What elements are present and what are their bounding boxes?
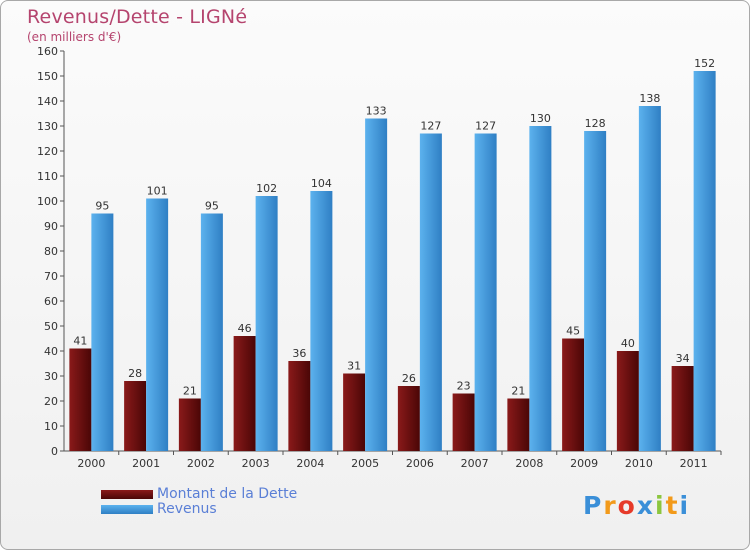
y-tick-label: 160	[37, 45, 58, 58]
revenue-bar	[310, 191, 333, 451]
x-tick-label: 2009	[570, 457, 598, 470]
debt-bar	[507, 398, 530, 451]
revenue-bar	[365, 118, 388, 451]
revenue-value-label: 104	[311, 177, 332, 190]
logo-letter: o	[617, 491, 637, 520]
debt-bar	[343, 373, 366, 451]
debt-value-label: 21	[183, 385, 197, 398]
revenue-value-label: 95	[205, 200, 219, 213]
revenue-bar	[200, 213, 223, 451]
y-tick-label: 70	[44, 270, 58, 283]
legend-swatch-debt	[101, 490, 153, 499]
x-tick-label: 2007	[461, 457, 489, 470]
y-tick-label: 130	[37, 120, 58, 133]
revenue-bar	[474, 133, 497, 451]
y-tick-label: 140	[37, 95, 58, 108]
chart-axes: 0 10 20 30 40 50 60 70 80 90 100 110 120 130 140 150 160…	[37, 45, 722, 470]
y-tick-label: 90	[44, 220, 58, 233]
debt-value-label: 21	[511, 385, 525, 398]
y-tick-label: 20	[44, 395, 58, 408]
debt-value-label: 40	[621, 337, 635, 350]
logo-letter: i	[655, 491, 666, 520]
debt-value-label: 23	[457, 380, 471, 393]
y-tick-label: 30	[44, 370, 58, 383]
debt-bar	[178, 398, 201, 451]
proxiti-logo: Proxiti	[583, 491, 690, 520]
debt-value-label: 31	[347, 360, 361, 373]
y-tick-label: 40	[44, 345, 58, 358]
y-tick-label: 60	[44, 295, 58, 308]
debt-bar	[288, 361, 311, 451]
debt-value-label: 41	[73, 335, 87, 348]
revenue-bar	[693, 71, 716, 451]
legend-label-revenue: Revenus	[157, 501, 217, 517]
revenue-value-label: 127	[475, 120, 496, 133]
debt-bar	[671, 366, 694, 451]
legend-swatch-revenue	[101, 505, 153, 514]
y-tick-label: 50	[44, 320, 58, 333]
chart-title: Revenus/Dette - LIGNé	[27, 6, 248, 28]
debt-bar	[69, 348, 92, 451]
debt-value-label: 46	[238, 322, 252, 335]
revenue-value-label: 127	[420, 120, 441, 133]
y-tick-label: 0	[51, 445, 58, 458]
logo-letter: i	[679, 491, 691, 520]
logo-letter: x	[636, 491, 655, 520]
debt-value-label: 26	[402, 372, 416, 385]
revenue-bar	[419, 133, 442, 451]
revenue-value-label: 130	[530, 112, 551, 125]
debt-bar	[562, 338, 585, 451]
logo-letter: P	[583, 491, 604, 520]
revenue-bar	[146, 198, 169, 451]
revenue-value-label: 95	[95, 200, 109, 213]
x-tick-label: 2008	[515, 457, 543, 470]
revenue-bar	[91, 213, 114, 451]
debt-value-label: 36	[292, 347, 306, 360]
revenue-value-label: 101	[147, 185, 168, 198]
debt-value-label: 34	[676, 352, 690, 365]
revenue-bar	[255, 196, 278, 451]
x-tick-label: 2010	[625, 457, 653, 470]
revenue-bar	[638, 106, 661, 451]
x-tick-label: 2001	[132, 457, 160, 470]
x-tick-label: 2011	[680, 457, 708, 470]
y-tick-label: 120	[37, 145, 58, 158]
logo-letter: r	[603, 491, 618, 520]
y-tick-label: 100	[37, 195, 58, 208]
debt-bar	[452, 393, 475, 451]
x-tick-label: 2002	[187, 457, 215, 470]
x-tick-label: 2003	[242, 457, 270, 470]
debt-bar	[124, 381, 147, 451]
revenue-value-label: 128	[585, 117, 606, 130]
debt-bar	[397, 386, 420, 451]
revenue-value-label: 133	[366, 105, 387, 118]
debt-value-label: 28	[128, 367, 142, 380]
revenue-value-label: 102	[256, 182, 277, 195]
y-tick-label: 10	[44, 420, 58, 433]
chart-subtitle: (en milliers d'€)	[27, 30, 122, 44]
revenue-bar	[529, 126, 552, 451]
x-tick-label: 2000	[77, 457, 105, 470]
y-tick-label: 80	[44, 245, 58, 258]
debt-bar	[233, 336, 256, 451]
x-tick-label: 2006	[406, 457, 434, 470]
logo-letter: t	[665, 491, 680, 520]
revenue-bar	[584, 131, 607, 451]
debt-bar	[616, 351, 639, 451]
chart-bars	[69, 71, 716, 451]
x-tick-label: 2005	[351, 457, 379, 470]
x-tick-label: 2004	[296, 457, 324, 470]
legend-label-debt: Montant de la Dette	[157, 486, 298, 502]
revenue-value-label: 152	[694, 57, 715, 70]
y-tick-label: 110	[37, 170, 58, 183]
y-tick-label: 150	[37, 70, 58, 83]
revenue-value-label: 138	[639, 92, 660, 105]
debt-value-label: 45	[566, 325, 580, 338]
chart-value-labels: 41 95 28 101 21 95 46 102 36 104 31 133 26 127 23 127 21…	[73, 57, 715, 398]
